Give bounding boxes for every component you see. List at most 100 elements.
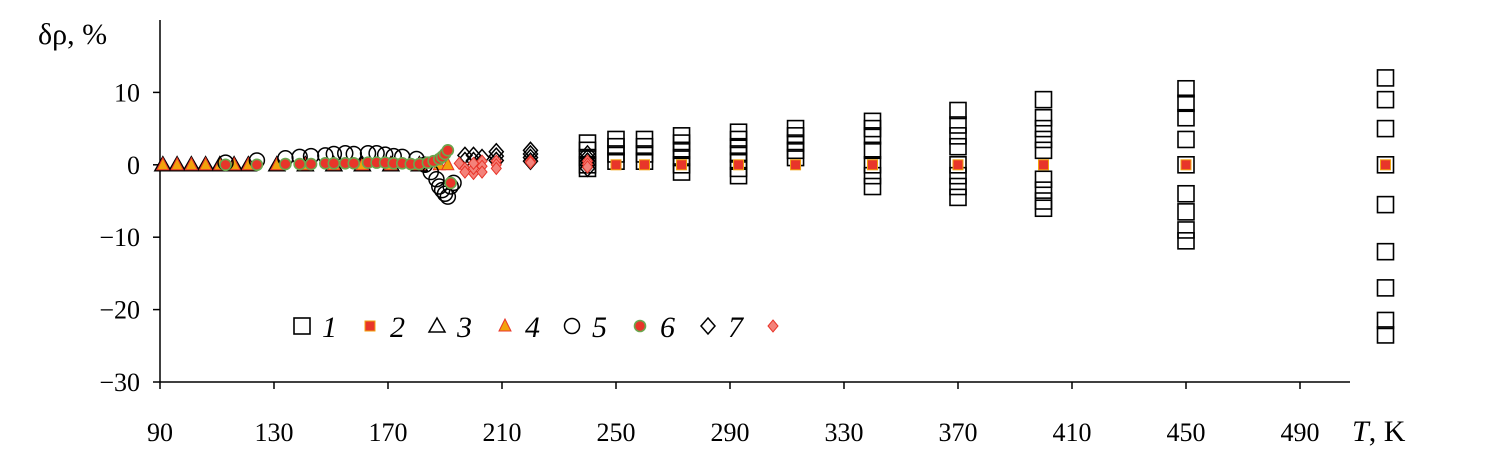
data-point <box>198 156 213 171</box>
data-point <box>153 155 173 172</box>
data-point <box>476 165 488 179</box>
legend-marker <box>293 317 311 335</box>
x-tick-label: 290 <box>711 418 750 447</box>
data-point <box>676 159 688 171</box>
data-point <box>790 159 802 171</box>
data-point <box>1380 159 1391 171</box>
data-point <box>279 157 292 171</box>
data-point <box>1177 108 1195 127</box>
data-point <box>579 159 596 178</box>
x-axis-title-unit: , K <box>1369 415 1406 448</box>
data-point <box>1177 203 1195 221</box>
data-point <box>167 155 187 172</box>
x-axis-title: T, K <box>1352 415 1406 448</box>
data-point <box>441 156 455 171</box>
x-axis-title-variable: T <box>1352 415 1371 448</box>
legend-label: 3 <box>456 311 472 344</box>
data-point <box>1376 119 1395 138</box>
data-point <box>1034 199 1053 218</box>
data-point <box>639 159 650 171</box>
y-tick-label: −30 <box>99 368 140 397</box>
series-1 <box>578 69 1395 344</box>
data-point <box>949 188 967 207</box>
data-point <box>1376 195 1395 214</box>
data-point <box>304 157 318 171</box>
data-point <box>949 101 967 120</box>
data-point <box>1038 159 1049 171</box>
data-point <box>1177 221 1195 239</box>
legend-marker <box>498 317 512 332</box>
x-tick-label: 250 <box>597 418 636 447</box>
data-point <box>1177 156 1195 174</box>
data-point <box>293 157 306 171</box>
data-point <box>610 159 622 171</box>
data-point <box>949 156 967 174</box>
data-point <box>1034 170 1053 189</box>
data-point <box>1376 242 1395 261</box>
legend-marker <box>563 317 581 335</box>
data-point <box>1177 130 1195 149</box>
x-tick-label: 370 <box>939 418 978 447</box>
legend-marker <box>427 316 447 333</box>
data-point <box>581 160 594 174</box>
legend-label: 7 <box>728 311 745 344</box>
data-point <box>250 158 264 172</box>
data-point <box>1376 156 1395 174</box>
data-point <box>867 159 878 171</box>
data-point <box>949 116 967 134</box>
data-point <box>1034 181 1053 199</box>
legend-label: 1 <box>322 311 337 344</box>
data-point <box>1180 159 1192 171</box>
data-point <box>1177 79 1195 98</box>
data-point <box>327 157 341 170</box>
series-2 <box>610 159 1391 171</box>
data-point <box>949 177 967 196</box>
x-tick-label: 410 <box>1053 418 1092 447</box>
data-point <box>219 158 232 172</box>
legend-label: 6 <box>660 311 675 344</box>
data-point <box>733 159 745 171</box>
y-tick-label: −20 <box>99 296 140 325</box>
data-point <box>196 155 215 172</box>
data-point <box>1376 326 1395 344</box>
data-point <box>441 144 455 157</box>
y-axis-title: δρ, % <box>38 18 107 51</box>
data-point <box>1034 108 1053 127</box>
data-point <box>1376 311 1395 330</box>
x-tick-label: 130 <box>255 418 294 447</box>
data-point <box>1376 279 1395 297</box>
data-point <box>439 188 457 205</box>
data-point <box>863 177 882 196</box>
data-point <box>1034 141 1053 160</box>
x-tick-label: 170 <box>369 418 408 447</box>
series-6 <box>219 144 458 190</box>
data-point <box>1177 184 1195 203</box>
data-point <box>863 141 882 160</box>
data-point <box>184 156 199 171</box>
data-point <box>863 156 882 174</box>
data-point <box>182 155 201 172</box>
legend-label: 5 <box>592 311 607 344</box>
data-point <box>1034 90 1053 109</box>
data-point <box>1177 94 1195 113</box>
series-8 <box>453 154 594 181</box>
data-point <box>347 157 361 170</box>
data-point <box>1034 130 1053 149</box>
y-tick-label: 10 <box>114 78 140 107</box>
x-tick-label: 450 <box>1167 418 1206 447</box>
x-tick-label: 210 <box>483 418 522 447</box>
x-tick-label: 90 <box>147 418 173 447</box>
legend-marker <box>700 316 716 336</box>
data-point <box>428 171 445 188</box>
data-point <box>1034 119 1053 138</box>
data-point <box>170 156 184 171</box>
data-point <box>949 127 967 145</box>
y-tick-label: −10 <box>99 223 140 252</box>
data-point <box>156 156 170 171</box>
data-point <box>1177 232 1195 250</box>
data-point <box>863 127 882 145</box>
data-marks <box>153 69 1395 344</box>
data-point <box>524 155 537 170</box>
data-point <box>949 137 967 156</box>
